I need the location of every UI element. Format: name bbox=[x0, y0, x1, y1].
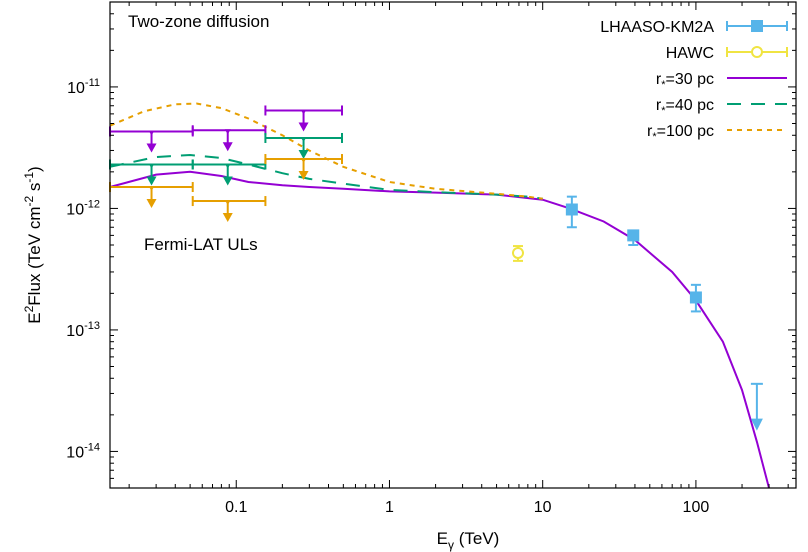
upper-limit-r30 bbox=[264, 105, 343, 132]
upper-limit-r100 bbox=[109, 182, 194, 209]
y-axis-label: E2Flux (TeV cm-2 s-1) bbox=[22, 166, 44, 323]
upper-limit-r100 bbox=[264, 154, 343, 181]
series-layer bbox=[109, 102, 770, 489]
legend-label: LHAASO-KM2A bbox=[600, 19, 714, 36]
y-tick-label: 10-11 bbox=[67, 77, 100, 97]
lhaaso-point bbox=[689, 283, 702, 313]
y-tick-label: 10-14 bbox=[66, 441, 100, 461]
ul-arrow-head bbox=[222, 176, 233, 186]
legend-label: r*=100 pc bbox=[647, 123, 714, 143]
square-marker bbox=[565, 203, 578, 216]
x-tick-label: 0.1 bbox=[225, 499, 247, 516]
ul-point bbox=[148, 163, 155, 169]
legend-label: r*=30 pc bbox=[656, 71, 714, 91]
chart-annotation-title: Two-zone diffusion bbox=[128, 12, 269, 31]
x-tick-label: 100 bbox=[683, 499, 710, 516]
upper-limit-r30 bbox=[109, 126, 194, 153]
ul-point bbox=[148, 186, 155, 192]
legend-item-hawc: HAWC bbox=[666, 45, 788, 62]
ul-point bbox=[224, 200, 231, 206]
series-line-r30 bbox=[109, 170, 770, 489]
ul-arrow-head bbox=[146, 199, 157, 209]
circle-marker bbox=[511, 246, 524, 259]
legend: LHAASO-KM2A HAWC r*=30 pc r*=40 pc r*=100 pc bbox=[600, 19, 788, 143]
ul-arrow-head bbox=[298, 122, 309, 132]
upper-limit-r100 bbox=[191, 196, 267, 223]
legend-item-r100: r*=100 pc bbox=[647, 123, 787, 143]
legend-label: HAWC bbox=[666, 45, 714, 62]
ul-arrow-head bbox=[298, 149, 309, 159]
ul-point bbox=[148, 130, 155, 136]
series-line-r100 bbox=[109, 102, 543, 200]
axes: 0.1 1 10 100 10-14 10-13 10-12 10-11 bbox=[66, 1, 796, 516]
hawc-point bbox=[511, 245, 524, 262]
ul-arrow-head bbox=[222, 213, 233, 223]
legend-marker bbox=[751, 20, 763, 32]
ul-arrow-head bbox=[298, 171, 309, 181]
x-axis-label: Eγ (TeV) bbox=[437, 529, 500, 552]
lhaaso-point bbox=[627, 229, 640, 246]
upper-limit-r40 bbox=[191, 159, 267, 186]
upper-limit-r40 bbox=[264, 132, 343, 159]
ul-arrow-head bbox=[222, 142, 233, 152]
series-line-r40 bbox=[109, 153, 543, 200]
y-tick-label: 10-12 bbox=[66, 198, 100, 218]
y-tick-label: 10-13 bbox=[66, 320, 100, 340]
square-marker bbox=[627, 229, 640, 242]
x-tick-label: 10 bbox=[534, 499, 552, 516]
ul-point bbox=[224, 129, 231, 135]
legend-item-lhaaso: LHAASO-KM2A bbox=[600, 19, 788, 36]
ul-arrow-head bbox=[146, 176, 157, 186]
x-tick-label: 1 bbox=[385, 499, 394, 516]
legend-marker bbox=[751, 46, 763, 58]
ul-point bbox=[300, 136, 307, 142]
marks-layer bbox=[109, 105, 763, 431]
lhaaso-upper-limit bbox=[750, 382, 763, 431]
lhaaso-point bbox=[565, 195, 578, 229]
ul-arrow-head bbox=[146, 143, 157, 153]
ul-arrow-head bbox=[750, 418, 763, 431]
legend-label: r*=40 pc bbox=[656, 97, 714, 117]
ul-point bbox=[224, 163, 231, 169]
square-marker bbox=[689, 291, 702, 304]
legend-item-r30: r*=30 pc bbox=[656, 71, 787, 91]
ul-point bbox=[300, 109, 307, 115]
upper-limit-r30 bbox=[191, 125, 267, 152]
fermi-annotation: Fermi-LAT ULs bbox=[144, 235, 258, 254]
ul-point bbox=[300, 158, 307, 164]
legend-item-r40: r*=40 pc bbox=[656, 97, 787, 117]
